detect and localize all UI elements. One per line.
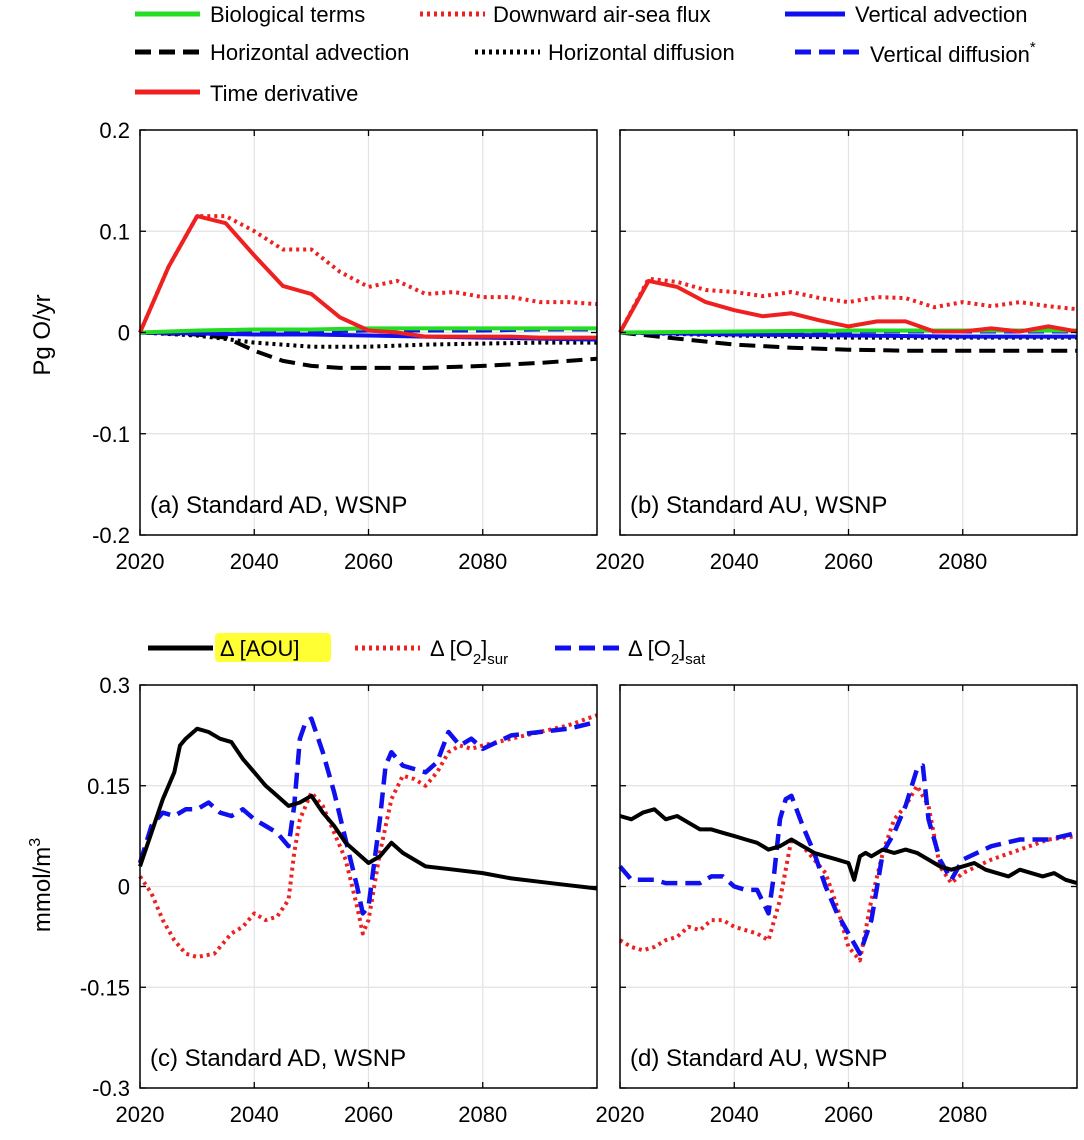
x-tick-label: 2080	[938, 1102, 987, 1127]
x-tick-label: 2020	[116, 1102, 165, 1127]
grid	[620, 685, 1077, 1088]
y-tick-label: 0.3	[99, 673, 130, 698]
ylabel-top: Pg O/yr	[29, 294, 56, 375]
x-tick-label: 2080	[458, 549, 507, 574]
legend-bottom: Δ [AOU] Δ [O2]sur Δ [O2]sat	[148, 633, 706, 668]
grid	[140, 685, 597, 1088]
x-tick-label: 2060	[824, 549, 873, 574]
y-tick-label: -0.3	[92, 1076, 130, 1101]
series-o2-sur	[618, 783, 1078, 963]
series-horizontal-advection	[139, 330, 598, 370]
y-tick-label: -0.1	[92, 422, 130, 447]
legend-label-horizontal-advection: Horizontal advection	[210, 40, 409, 65]
legend-label-biological: Biological terms	[210, 2, 365, 27]
panel-d: 2020 2040 2060 2080 (d) Standard AU, WSNP	[596, 684, 1078, 1127]
y-tick-label: -0.2	[92, 523, 130, 548]
series-o2-sat	[618, 763, 1078, 956]
series-aou	[138, 726, 598, 891]
x-tick-label: 2060	[344, 1102, 393, 1127]
series-o2-sur	[138, 713, 598, 959]
panel-label: (b) Standard AU, WSNP	[630, 492, 887, 519]
legend-label-o2-sur: Δ [O2]sur	[430, 636, 508, 668]
series-time-derivative	[618, 278, 1078, 334]
panel-b: 2020 2040 2060 2080 (b) Standard AU, WSNP	[596, 129, 1078, 574]
y-tick-label: 0	[118, 875, 130, 900]
series-o2-sat	[137, 716, 598, 916]
y-tick-label: 0.1	[99, 219, 130, 244]
legend-label-air-sea: Downward air-sea flux	[493, 2, 711, 27]
y-tick-label: 0	[118, 321, 130, 346]
legend-label-o2-sat: Δ [O2]sat	[628, 636, 706, 668]
legend-label-horizontal-diffusion: Horizontal diffusion	[548, 40, 735, 65]
legend-label-vertical-diffusion-asterisk: *	[1030, 39, 1036, 56]
legend-label-o2-sur-bracket: ]	[481, 636, 487, 661]
x-tick-label: 2080	[938, 549, 987, 574]
ylabel-bottom: mmol/m3	[27, 838, 56, 932]
series-time-derivative	[138, 214, 597, 340]
legend-label-o2-sat-subscript: sat	[685, 651, 706, 668]
legend-label-o2-sur-main: Δ [O	[430, 636, 473, 661]
legend-label-aou: Δ [AOU]	[220, 636, 300, 661]
x-tick-label: 2040	[230, 1102, 279, 1127]
series-downward-air-sea-flux	[138, 214, 598, 334]
legend-label-o2-sat-main: Δ [O	[628, 636, 671, 661]
x-tick-label: 2020	[596, 1102, 645, 1127]
series-aou	[619, 807, 1078, 886]
ylabel-bottom-text: mmol/m	[29, 847, 56, 932]
panel-label: (d) Standard AU, WSNP	[630, 1045, 887, 1072]
y-tick-label: -0.15	[80, 975, 130, 1000]
legend-label-time-derivative: Time derivative	[210, 81, 358, 106]
series-horizontal-advection	[619, 330, 1077, 353]
legend-label-vertical-diffusion-text: Vertical diffusion	[870, 42, 1030, 67]
x-tick-label: 2080	[458, 1102, 507, 1127]
legend-label-o2-sat-sub2: 2	[671, 651, 679, 668]
legend-label-o2-sur-subscript: sur	[487, 651, 508, 668]
legend-label-o2-sat-bracket: ]	[679, 636, 685, 661]
x-tick-label: 2040	[710, 1102, 759, 1127]
panel-label: (c) Standard AD, WSNP	[150, 1045, 406, 1072]
legend-highlight-aou	[215, 633, 331, 662]
x-tick-label: 2020	[116, 549, 165, 574]
legend-top: Biological terms Downward air-sea flux V…	[135, 2, 1036, 106]
x-tick-label: 2060	[824, 1102, 873, 1127]
legend-label-vertical-diffusion: Vertical diffusion*	[870, 39, 1036, 67]
panel-label: (a) Standard AD, WSNP	[150, 492, 407, 519]
x-tick-label: 2040	[710, 549, 759, 574]
y-tick-label: 0.15	[87, 774, 130, 799]
x-tick-label: 2060	[344, 549, 393, 574]
panel-a: 2020 2040 2060 2080 -0.2 -0.1 0 0.1 0.2 (a) Stand…	[92, 118, 598, 574]
legend-label-vertical-advection: Vertical advection	[855, 2, 1027, 27]
ylabel-bottom-sup: 3	[27, 838, 44, 847]
y-tick-label: 0.2	[99, 118, 130, 143]
x-tick-label: 2020	[596, 549, 645, 574]
panel-c: 2020 2040 2060 2080 -0.3 -0.15 0 0.15 0.3 (c) Sta…	[80, 673, 598, 1127]
x-tick-label: 2040	[230, 549, 279, 574]
legend-label-o2-sur-sub2: 2	[473, 651, 481, 668]
